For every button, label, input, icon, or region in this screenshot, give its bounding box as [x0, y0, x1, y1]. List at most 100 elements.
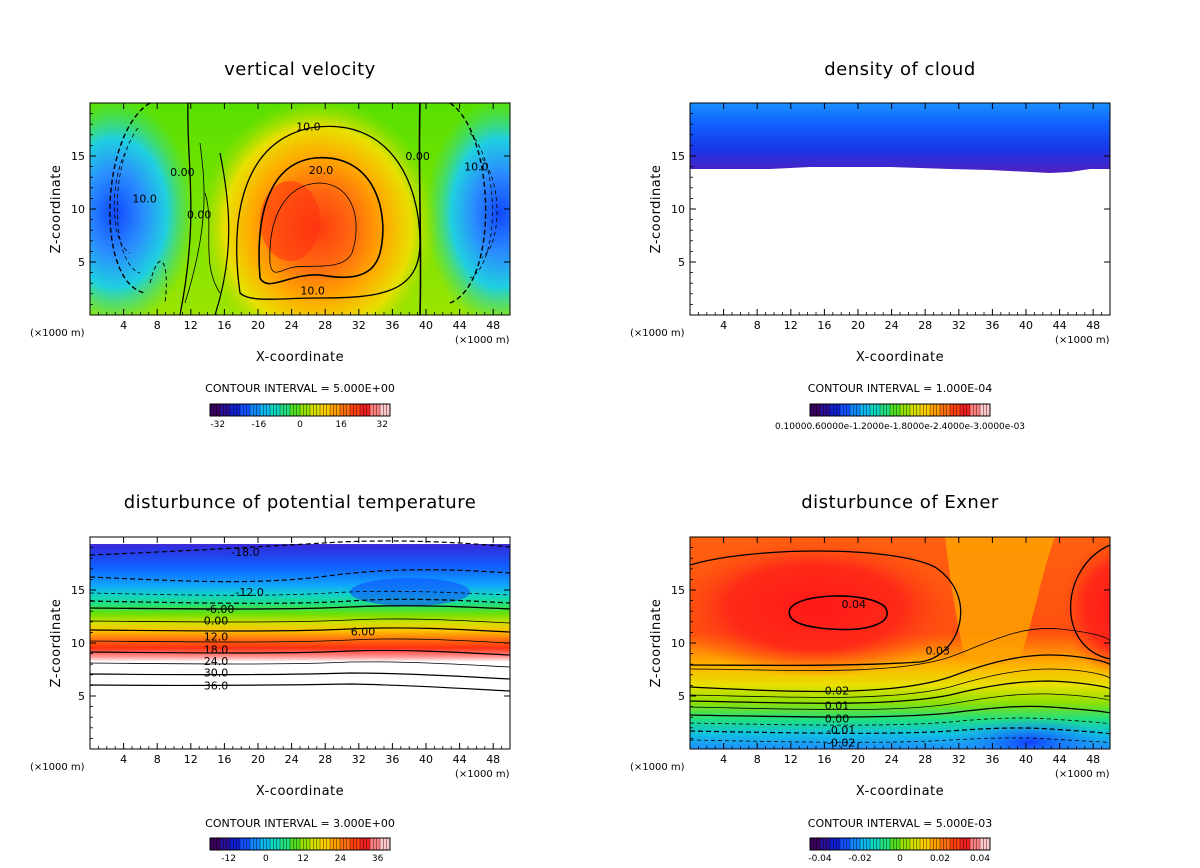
y-axis-label: Z-coordinate	[649, 165, 664, 254]
colorbar-cell	[340, 404, 344, 416]
colorbar-cell	[916, 404, 921, 416]
colorbar-cell	[903, 838, 907, 850]
x-tick-label: 36	[985, 319, 999, 332]
y-axis-label: Z-coordinate	[649, 599, 664, 688]
colorbar-frame	[209, 837, 391, 851]
colorbar-tick-label: 24	[335, 854, 347, 864]
colorbar-cell	[290, 404, 294, 416]
colorbar-cell	[906, 838, 911, 850]
x-tick-label: 40	[1019, 753, 1033, 766]
contour-interval: CONTOUR INTERVAL = 5.000E-03	[808, 817, 992, 830]
colorbar-cell	[933, 838, 937, 850]
plot-area: -18.0 -12.0-6.000.00 6.00 12.018.024.030.03…	[90, 537, 510, 705]
colorbar-cell	[263, 838, 267, 850]
colorbar-cell	[283, 838, 287, 850]
panel-title: disturbunce of potential temperature	[124, 492, 477, 513]
contour-label: 0.00	[187, 208, 212, 221]
colorbar-cell	[893, 838, 897, 850]
x-tick-label: 12	[184, 319, 198, 332]
x-tick-label: 8	[154, 753, 161, 766]
colorbar-cell	[323, 838, 327, 850]
colorbar-cell	[983, 404, 987, 416]
colorbar-cell	[876, 404, 881, 416]
colorbar-cell	[963, 838, 967, 850]
x-tick-label: 12	[184, 753, 198, 766]
y-tick-label: 15	[71, 584, 85, 597]
colorbar-cell	[240, 404, 244, 416]
colorbar-cell	[910, 838, 914, 850]
x-tick-label: 32	[952, 319, 966, 332]
contour-label: 0.00	[825, 712, 850, 725]
x-tick-label: 20	[851, 319, 865, 332]
colorbar-cell	[980, 838, 984, 850]
x-tick-label: 16	[817, 319, 831, 332]
colorbar-cell	[283, 404, 287, 416]
colorbar-cell	[863, 838, 867, 850]
colorbar-cell	[916, 838, 921, 850]
x-tick-label: 28	[318, 753, 332, 766]
colorbar-cell	[893, 404, 897, 416]
colorbar-cell	[343, 404, 347, 416]
x-unit-right: (×1000 m)	[1055, 769, 1110, 780]
x-tick-label: 36	[985, 753, 999, 766]
colorbar-cell	[833, 404, 837, 416]
contour-label: 0.03	[926, 644, 951, 657]
contour-label: 6.00	[351, 625, 376, 638]
colorbar-cell	[823, 838, 827, 850]
colorbar-cell	[976, 404, 981, 416]
colorbar-cell	[253, 838, 257, 850]
colorbar-ticks: -0.04 -0.02 0 0.02 0.04	[808, 854, 990, 864]
x-tick-label: 8	[754, 753, 761, 766]
colorbar-ticks: -32 -16 0 16 32	[210, 420, 388, 430]
x-tick-label: 48	[1086, 319, 1100, 332]
x-tick-label: 40	[1019, 319, 1033, 332]
colorbar-cell	[320, 838, 324, 850]
colorbar-cell	[836, 404, 841, 416]
colorbar-cell	[276, 838, 281, 850]
colorbar-tick-label: -12	[221, 854, 236, 864]
colorbar-cell	[273, 404, 277, 416]
colorbar-cell	[213, 404, 217, 416]
colorbar-cell	[973, 404, 977, 416]
x-tick-label: 24	[885, 753, 899, 766]
colorbar-cell	[380, 838, 384, 850]
x-tick-label: 20	[251, 753, 265, 766]
contour-label: -0.01	[827, 724, 855, 737]
colorbar-tick-label: -0.02	[848, 854, 871, 864]
x-tick-label: 12	[784, 319, 798, 332]
x-unit-left: (×1000 m)	[30, 328, 85, 339]
cold-pocket	[350, 578, 470, 606]
colorbar-cell	[306, 404, 311, 416]
colorbar-cell	[346, 404, 351, 416]
colorbar-cell	[340, 838, 344, 850]
colorbar-cell	[326, 838, 331, 850]
colorbar-cell	[376, 404, 381, 416]
colorbar-cell	[970, 838, 974, 850]
colorbar-cell	[813, 838, 817, 850]
x-tick-label: 48	[486, 319, 500, 332]
colorbar-cell	[936, 404, 941, 416]
colorbar-cell	[286, 404, 291, 416]
contour-label: 20.0	[309, 164, 334, 177]
colorbar-cell	[976, 838, 981, 850]
colorbar-cell	[826, 838, 831, 850]
colorbar-cell	[966, 838, 971, 850]
x-tick-label: 20	[251, 319, 265, 332]
panel-vertical-velocity: vertical velocity	[30, 59, 511, 430]
colorbar-cell	[273, 838, 277, 850]
y-tick-label: 10	[71, 203, 85, 216]
colorbar-cell	[386, 838, 391, 850]
colorbar-cell	[253, 404, 257, 416]
colorbar-cell	[940, 838, 944, 850]
colorbar	[809, 837, 991, 851]
colorbar-cell	[810, 838, 814, 850]
x-tick-label: 4	[720, 753, 727, 766]
colorbar-cell	[336, 838, 341, 850]
contour-label: 0.02	[825, 685, 850, 698]
colorbar-cell	[856, 404, 861, 416]
colorbar-cell	[246, 404, 251, 416]
colorbar-frame	[809, 403, 991, 417]
contour-label: -18.0	[231, 546, 259, 559]
colorbar-cell	[840, 838, 844, 850]
colorbar-cell	[230, 838, 234, 850]
